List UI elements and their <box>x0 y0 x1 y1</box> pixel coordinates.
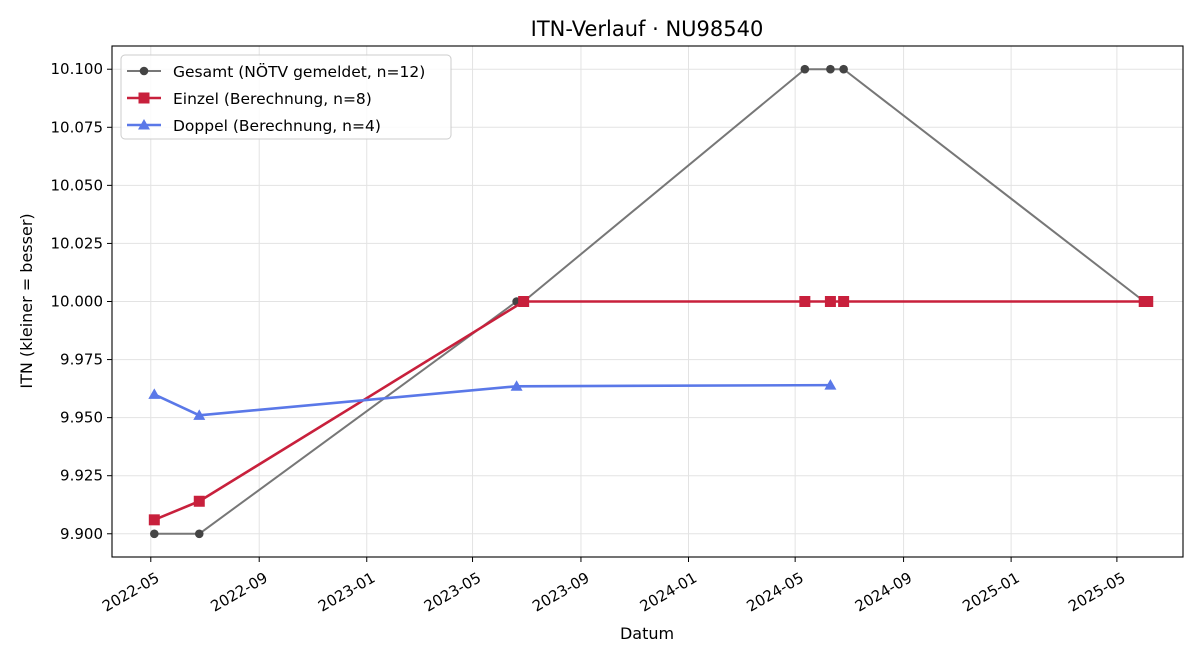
x-axis-title: Datum <box>620 624 674 643</box>
x-tick-label: 2023-01 <box>315 569 378 616</box>
data-point <box>824 296 836 307</box>
legend-swatch-marker <box>138 119 150 130</box>
legend-item: Doppel (Berechnung, n=4) <box>127 117 381 135</box>
y-axis: 9.900 9.925 9.950 9.975 10.000 10.025 10.050 10… <box>51 60 112 543</box>
legend-label: Doppel (Berechnung, n=4) <box>173 117 381 135</box>
x-tick-label: 2025-01 <box>959 569 1022 616</box>
x-axis: 2022-05 2022-09 2023-01 2023-05 2023-09 2024-… <box>99 557 1128 616</box>
grid <box>112 46 1183 557</box>
data-point <box>193 495 205 507</box>
series-line <box>153 383 832 417</box>
data-point <box>826 64 835 74</box>
x-tick-label: 2024-01 <box>637 569 700 616</box>
data-point <box>518 296 530 307</box>
data-point <box>800 64 810 74</box>
y-tick-label: 10.050 <box>51 176 104 194</box>
x-tick-label: 2024-09 <box>852 569 915 616</box>
y-tick-label: 10.025 <box>51 234 104 252</box>
data-point <box>150 529 159 539</box>
y-tick-label: 10.075 <box>51 118 104 136</box>
data-point <box>193 409 206 420</box>
series-layer <box>148 64 1154 539</box>
legend-item: Gesamt (NÖTV gemeldet, n=12) <box>127 62 425 81</box>
data-point <box>148 514 160 526</box>
x-tick-label: 2022-05 <box>99 569 162 616</box>
legend-item: Einzel (Berechnung, n=8) <box>127 90 372 108</box>
data-point <box>510 380 523 391</box>
legend-swatch-marker <box>139 66 149 76</box>
legend-label: Gesamt (NÖTV gemeldet, n=12) <box>173 62 425 81</box>
data-point <box>839 64 848 74</box>
series-3 <box>148 379 837 420</box>
data-point <box>799 296 811 307</box>
series-2 <box>148 296 1154 526</box>
x-tick-label: 2023-05 <box>421 569 484 616</box>
x-tick-label: 2022-09 <box>208 569 271 616</box>
data-point <box>148 388 161 399</box>
legend-box <box>120 54 452 140</box>
data-point <box>1142 296 1154 307</box>
y-axis-title: ITN (kleiner = besser) <box>17 213 36 388</box>
data-point <box>824 379 837 390</box>
x-tick-label: 2025-05 <box>1065 569 1128 616</box>
y-tick-label: 9.950 <box>60 409 103 427</box>
legend-swatch-marker <box>138 92 150 104</box>
x-tick-label: 2024-05 <box>743 569 806 616</box>
legend: Gesamt (NÖTV gemeldet, n=12) Einzel (Bere… <box>120 54 452 140</box>
series-line <box>153 300 1150 522</box>
legend-label: Einzel (Berechnung, n=8) <box>173 90 372 108</box>
data-point <box>194 529 204 539</box>
data-point <box>838 296 850 307</box>
y-tick-label: 10.000 <box>51 293 104 311</box>
x-tick-label: 2023-09 <box>529 569 592 616</box>
chart-title: ITN-Verlauf · NU98540 <box>531 17 764 41</box>
y-tick-label: 9.975 <box>60 351 103 369</box>
series-1 <box>150 64 1153 539</box>
y-tick-label: 9.925 <box>60 467 103 485</box>
y-tick-label: 9.900 <box>60 525 103 543</box>
y-tick-label: 10.100 <box>51 60 104 78</box>
